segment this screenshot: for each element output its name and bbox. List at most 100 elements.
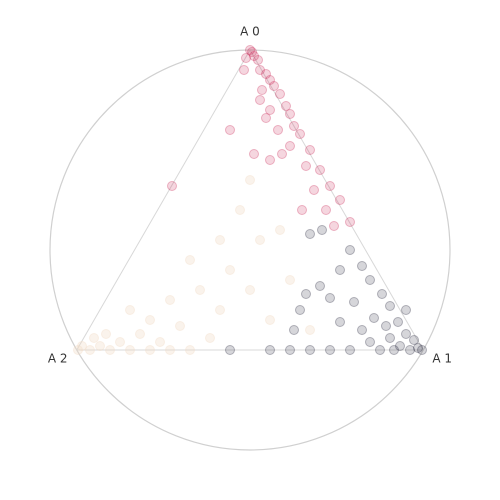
data-point (241, 53, 251, 63)
data-point (349, 297, 359, 307)
data-point (269, 81, 279, 91)
data-point (309, 185, 319, 195)
data-point (281, 101, 291, 111)
data-point (249, 51, 259, 61)
data-point (239, 65, 249, 75)
data-point (285, 109, 295, 119)
data-point (265, 315, 275, 325)
data-point (215, 235, 225, 245)
data-point (255, 95, 265, 105)
data-point (301, 161, 311, 171)
anchor-label: A 0 (240, 25, 260, 39)
data-point (315, 165, 325, 175)
data-point (265, 75, 275, 85)
data-point (115, 337, 125, 347)
data-point (167, 181, 177, 191)
data-point (77, 341, 87, 351)
data-point (329, 221, 339, 231)
data-point (277, 149, 287, 159)
data-point (205, 333, 215, 343)
data-point (385, 333, 395, 343)
data-point (265, 155, 275, 165)
data-point (185, 255, 195, 265)
data-point (385, 301, 395, 311)
data-point (265, 105, 275, 115)
data-point (247, 47, 257, 57)
data-point (101, 329, 111, 339)
data-point (289, 325, 299, 335)
data-point (305, 345, 315, 355)
data-point (85, 345, 95, 355)
data-point (165, 295, 175, 305)
anchor-triangle (75, 48, 425, 351)
data-point (253, 55, 263, 65)
data-point (261, 113, 271, 123)
data-point (285, 141, 295, 151)
data-point (273, 125, 283, 135)
data-point (261, 69, 271, 79)
data-point (417, 345, 427, 355)
data-point (257, 85, 267, 95)
data-point (195, 285, 205, 295)
data-point (305, 325, 315, 335)
data-point (125, 305, 135, 315)
data-point (413, 343, 423, 353)
data-point (325, 345, 335, 355)
data-point (275, 225, 285, 235)
data-point (317, 225, 327, 235)
data-point (155, 337, 165, 347)
data-point (249, 149, 259, 159)
data-point (357, 325, 367, 335)
data-point (377, 289, 387, 299)
data-point (73, 345, 83, 355)
data-point (135, 329, 145, 339)
data-point (395, 341, 405, 351)
data-point (315, 281, 325, 291)
data-point (215, 305, 225, 315)
data-point (255, 65, 265, 75)
data-point (335, 265, 345, 275)
data-point (345, 345, 355, 355)
data-point (89, 333, 99, 343)
data-point (297, 205, 307, 215)
data-point (405, 345, 415, 355)
data-point (105, 345, 115, 355)
data-point (245, 285, 255, 295)
data-point (381, 321, 391, 331)
data-point (145, 345, 155, 355)
data-point (275, 89, 285, 99)
data-point (389, 345, 399, 355)
data-point (345, 217, 355, 227)
data-point (365, 275, 375, 285)
data-point (321, 205, 331, 215)
data-point (225, 125, 235, 135)
data-point (295, 129, 305, 139)
unit-circle (49, 49, 451, 451)
data-point (185, 345, 195, 355)
data-point (305, 145, 315, 155)
data-point (95, 341, 105, 351)
data-point (369, 313, 379, 323)
data-point (365, 337, 375, 347)
anchor-label: A 2 (48, 352, 68, 366)
data-point (255, 235, 265, 245)
data-point (295, 305, 305, 315)
data-point (125, 345, 135, 355)
data-point (145, 315, 155, 325)
data-point (409, 335, 419, 345)
data-point (325, 293, 335, 303)
data-point (401, 329, 411, 339)
data-point (245, 45, 255, 55)
data-point (401, 305, 411, 315)
data-point (357, 261, 367, 271)
data-point (289, 121, 299, 131)
data-point (175, 321, 185, 331)
data-point (235, 205, 245, 215)
data-point (345, 245, 355, 255)
data-point (225, 345, 235, 355)
data-point (393, 317, 403, 327)
data-point (301, 289, 311, 299)
data-point (225, 265, 235, 275)
data-point (245, 175, 255, 185)
